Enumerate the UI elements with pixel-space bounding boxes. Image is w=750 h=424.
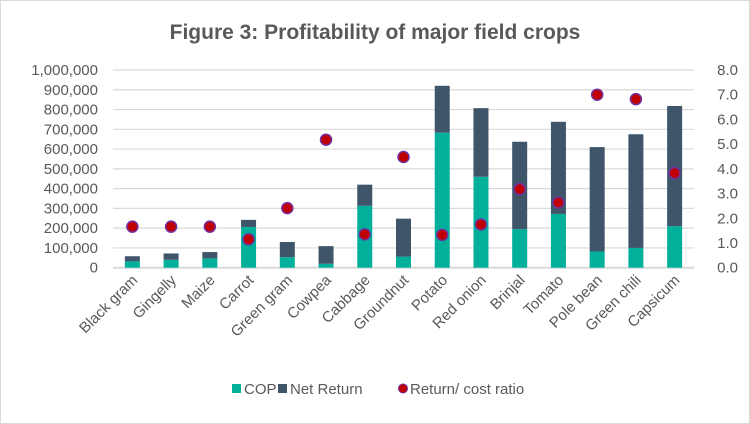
bar-net-return bbox=[318, 246, 334, 264]
y-tick-label: 400,000 bbox=[44, 181, 98, 198]
legend: COP Net Return Return/ cost ratio bbox=[232, 381, 524, 398]
ratio-point bbox=[590, 88, 604, 101]
y-tick-label: 100,000 bbox=[44, 240, 98, 257]
bar-net-return bbox=[241, 219, 257, 227]
bar-net-return bbox=[279, 241, 295, 258]
bar-cop bbox=[163, 259, 179, 268]
bar-cop bbox=[396, 256, 411, 268]
y2-tick-label: 2.0 bbox=[717, 210, 738, 227]
bars bbox=[124, 85, 683, 268]
y2-tick-label: 1.0 bbox=[717, 235, 738, 252]
y2-tick-label: 4.0 bbox=[717, 161, 738, 178]
ratio-point bbox=[668, 166, 681, 180]
ratio-point bbox=[358, 228, 372, 241]
y2-tick-label: 6.0 bbox=[717, 111, 738, 128]
bar-net-return bbox=[667, 105, 683, 227]
bar-net-return bbox=[473, 108, 489, 177]
y-tick-label: 700,000 bbox=[44, 121, 98, 138]
x-tick-label: Black gram bbox=[76, 272, 141, 337]
bar-cop bbox=[434, 132, 450, 268]
chart-title: Figure 3: Profitability of major field c… bbox=[170, 21, 581, 44]
bar-net-return bbox=[357, 184, 373, 206]
ratio-points bbox=[126, 88, 681, 246]
y-tick-label: 800,000 bbox=[44, 102, 98, 119]
bar-cop bbox=[628, 247, 644, 268]
ratio-point bbox=[242, 233, 255, 246]
legend-label: Return/ cost ratio bbox=[410, 381, 524, 398]
bar-net-return bbox=[124, 256, 140, 262]
legend-swatch-cop bbox=[232, 384, 241, 393]
y-tick-label: 0 bbox=[90, 260, 98, 277]
ratio-point bbox=[629, 92, 643, 106]
y2-tick-label: 0.0 bbox=[717, 260, 738, 277]
ratio-point bbox=[203, 220, 217, 233]
bar-net-return bbox=[163, 253, 179, 260]
y-tick-label: 300,000 bbox=[44, 200, 98, 217]
legend-label: COP bbox=[244, 381, 277, 398]
bar-net-return bbox=[589, 147, 605, 252]
y-tick-label: 500,000 bbox=[44, 161, 98, 178]
legend-label: Net Return bbox=[290, 381, 363, 398]
x-tick-label: Maize bbox=[178, 272, 218, 312]
bar-cop bbox=[512, 229, 528, 268]
bar-net-return bbox=[202, 252, 218, 259]
y2-tick-label: 3.0 bbox=[717, 186, 738, 203]
bar-cop bbox=[667, 226, 683, 268]
y2-tick-label: 7.0 bbox=[717, 87, 738, 104]
y2-tick-label: 5.0 bbox=[717, 136, 738, 153]
ratio-point bbox=[474, 218, 488, 231]
y2-axis-ticks: 0.0 1.0 2.0 3.0 4.0 5.0 6.0 7.0 8.0 bbox=[717, 62, 738, 277]
bar-cop bbox=[202, 258, 218, 268]
y-tick-label: 1,000,000 bbox=[31, 62, 98, 79]
ratio-point bbox=[281, 201, 294, 215]
bar-cop bbox=[318, 263, 334, 268]
legend-swatch-ratio bbox=[398, 383, 408, 394]
y-tick-label: 900,000 bbox=[44, 82, 98, 99]
bar-cop bbox=[124, 261, 140, 268]
ratio-point bbox=[397, 150, 410, 164]
y2-tick-label: 8.0 bbox=[717, 62, 738, 79]
ratio-point bbox=[552, 196, 565, 209]
bar-net-return bbox=[434, 85, 450, 133]
ratio-point bbox=[126, 220, 139, 233]
bar-net-return bbox=[628, 134, 644, 248]
ratio-point bbox=[513, 182, 526, 196]
bar-net-return bbox=[396, 218, 411, 257]
x-tick-label: Gingelly bbox=[130, 271, 181, 322]
y-tick-label: 200,000 bbox=[44, 220, 98, 237]
y-tick-label: 600,000 bbox=[44, 141, 98, 158]
bar-cop bbox=[279, 257, 295, 268]
bar-net-return bbox=[550, 121, 566, 214]
ratio-point bbox=[164, 220, 178, 233]
ratio-point bbox=[319, 133, 333, 146]
ratio-point bbox=[435, 228, 449, 242]
bar-cop bbox=[550, 213, 566, 268]
legend-swatch-net-return bbox=[278, 384, 287, 393]
y-axis-ticks: 0 100,000 200,000 300,000 400,000 500,000 600,… bbox=[31, 62, 98, 277]
bar-cop bbox=[589, 251, 605, 268]
